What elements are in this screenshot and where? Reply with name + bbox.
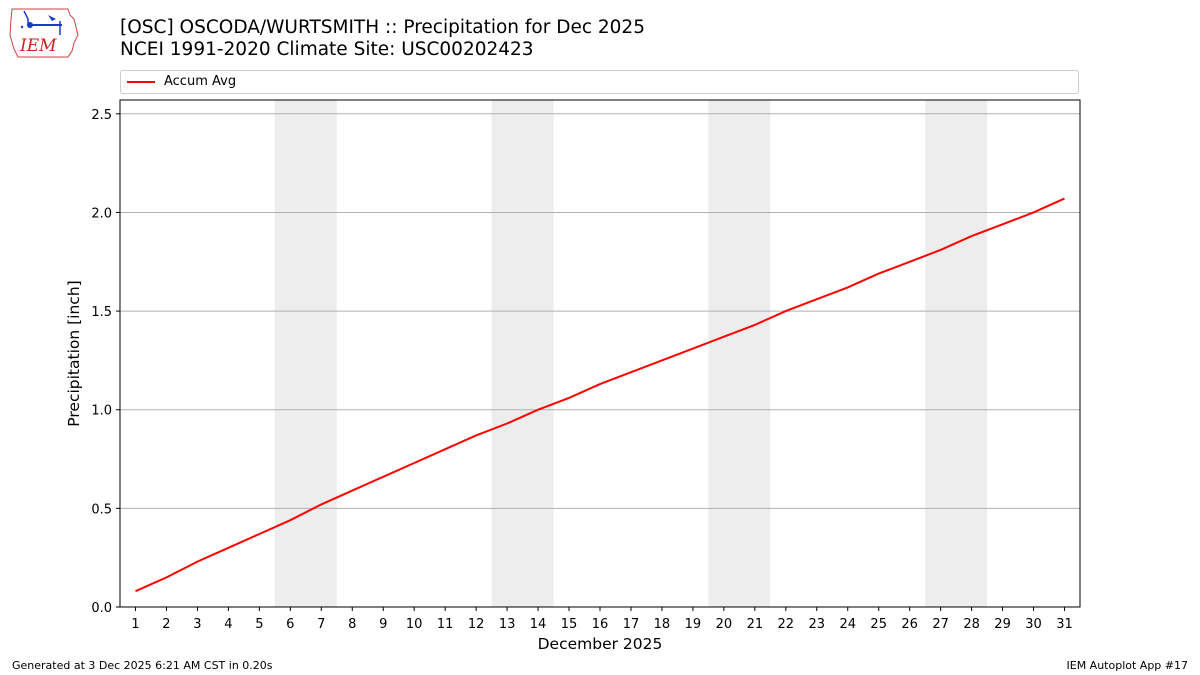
y-tick-label: 1.0	[91, 404, 112, 419]
x-tick-label: 17	[623, 617, 640, 632]
axes-frame	[119, 99, 1081, 608]
chart-title: [OSC] OSCODA/WURTSMITH :: Precipitation …	[120, 17, 645, 61]
title-line-1: [OSC] OSCODA/WURTSMITH :: Precipitation …	[120, 17, 645, 38]
y-tick-label: 2.0	[91, 206, 112, 221]
series-line-accum-avg	[135, 197, 1065, 593]
legend: Accum Avg	[120, 70, 1079, 94]
weekend-shade	[274, 100, 337, 607]
weekend-shade	[491, 100, 554, 607]
x-tick-label: 21	[747, 617, 764, 632]
x-tick-label: 27	[932, 617, 949, 632]
x-tick-label: 5	[255, 617, 263, 632]
y-tick-label: 0.5	[91, 502, 112, 517]
x-tick-label: 24	[839, 617, 856, 632]
y-axis-label: Precipitation [inch]	[65, 280, 83, 426]
iem-logo: IEM	[8, 5, 80, 59]
y-tick-label: 1.5	[91, 305, 112, 320]
x-tick-label: 3	[193, 617, 201, 632]
x-tick-label: 13	[499, 617, 516, 632]
x-tick-label: 29	[994, 617, 1011, 632]
x-tick-label: 15	[561, 617, 578, 632]
x-tick-label: 31	[1056, 617, 1073, 632]
x-tick-label: 10	[406, 617, 423, 632]
x-tick-label: 28	[963, 617, 980, 632]
x-tick-label: 16	[592, 617, 609, 632]
title-line-2: NCEI 1991-2020 Climate Site: USC00202423	[120, 39, 534, 60]
x-tick-label: 9	[379, 617, 387, 632]
weekend-shade	[925, 100, 988, 607]
x-tick-label: 26	[901, 617, 918, 632]
x-tick-label: 4	[224, 617, 232, 632]
x-tick-label: 14	[530, 617, 547, 632]
x-tick-label: 11	[437, 617, 454, 632]
x-tick-label: 1	[131, 617, 139, 632]
x-tick-label: 8	[348, 617, 356, 632]
legend-label-accum-avg: Accum Avg	[164, 74, 237, 89]
x-tick-label: 25	[870, 617, 887, 632]
x-axis-label: December 2025	[538, 635, 663, 653]
legend-swatch-accum-avg	[127, 81, 155, 83]
x-tick-label: 23	[809, 617, 826, 632]
weekend-shade	[708, 100, 771, 607]
x-tick-label: 18	[654, 617, 671, 632]
x-tick-label: 22	[778, 617, 795, 632]
x-tick-label: 19	[685, 617, 702, 632]
x-tick-label: 2	[162, 617, 170, 632]
x-tick-label: 30	[1025, 617, 1042, 632]
x-tick-label: 20	[716, 617, 733, 632]
x-tick-label: 12	[468, 617, 485, 632]
app-label: IEM Autoplot App #17	[1066, 659, 1189, 672]
x-tick-label: 7	[317, 617, 325, 632]
y-tick-label: 0.0	[91, 601, 112, 616]
y-tick-label: 2.5	[91, 108, 112, 123]
generated-timestamp: Generated at 3 Dec 2025 6:21 AM CST in 0…	[12, 659, 273, 672]
svg-text:IEM: IEM	[19, 36, 57, 56]
x-tick-label: 6	[286, 617, 294, 632]
